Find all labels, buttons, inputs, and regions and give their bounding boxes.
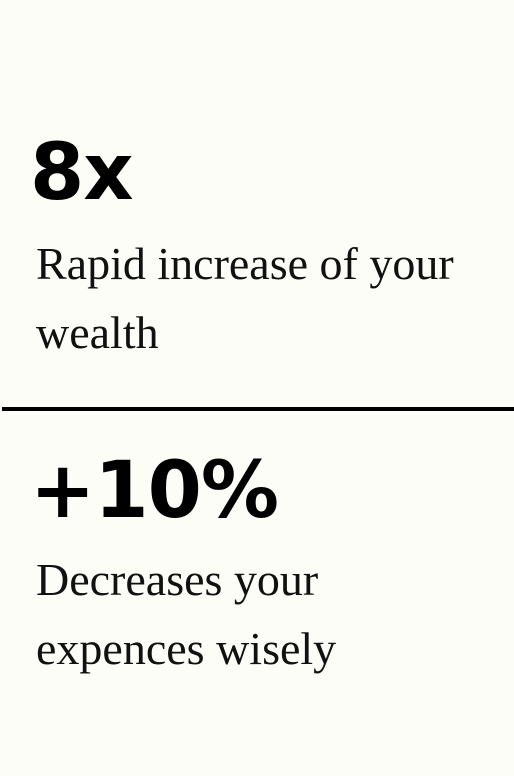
stat-value: +10%	[30, 446, 279, 536]
stat-value: 8x	[30, 128, 134, 218]
stat-description: Rapid increase of your wealth	[36, 238, 454, 358]
divider	[2, 407, 514, 411]
stat-description: Decreases your expences wisely	[36, 554, 337, 674]
